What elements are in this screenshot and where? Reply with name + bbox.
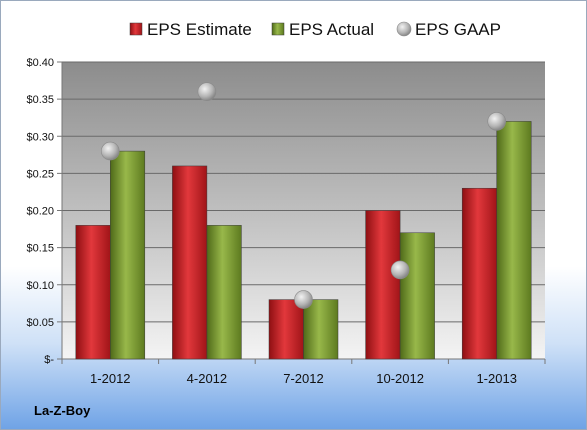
company-name: La-Z-Boy xyxy=(34,403,91,418)
x-axis: 1-2012 4-2012 7-2012 10-2012 1-2013 xyxy=(61,359,546,386)
y-tick-label: $0.25 xyxy=(26,168,54,180)
bar-eps-estimate xyxy=(172,165,208,360)
bar-eps-actual xyxy=(303,299,339,360)
bars xyxy=(75,121,532,360)
legend-swatch-eps-actual xyxy=(271,22,285,36)
marker-eps-gaap xyxy=(101,141,120,161)
x-tick-label: 1-2013 xyxy=(476,371,516,386)
bar-eps-actual xyxy=(399,232,435,360)
y-tick-label: $0.20 xyxy=(26,206,54,218)
bar-eps-actual xyxy=(206,225,242,360)
y-tick-label: $0.35 xyxy=(26,94,54,106)
y-tick-label: $0.05 xyxy=(26,317,54,329)
legend-label-eps-estimate: EPS Estimate xyxy=(147,20,252,39)
x-tick-label: 7-2012 xyxy=(283,371,323,386)
legend-swatch-eps-gaap xyxy=(396,21,412,37)
legend: EPS Estimate EPS Actual EPS GAAP xyxy=(129,20,501,39)
bar-eps-estimate xyxy=(461,187,497,360)
y-tick-label: $0.40 xyxy=(26,57,54,69)
y-tick-label: $- xyxy=(44,354,54,366)
bar-eps-actual xyxy=(110,150,146,360)
y-tick-label: $0.10 xyxy=(26,280,54,292)
x-tick-label: 10-2012 xyxy=(376,371,424,386)
legend-swatch-eps-estimate xyxy=(129,22,143,36)
x-tick-label: 1-2012 xyxy=(90,371,130,386)
bar-eps-estimate xyxy=(365,210,401,360)
bar-eps-estimate xyxy=(75,225,111,360)
x-tick-label: 4-2012 xyxy=(187,371,227,386)
marker-eps-gaap xyxy=(390,260,410,280)
marker-eps-gaap xyxy=(197,82,217,101)
bar-eps-estimate xyxy=(268,299,304,360)
bar-eps-actual xyxy=(496,121,532,360)
legend-label-eps-gaap: EPS GAAP xyxy=(415,20,501,39)
gaap-markers xyxy=(101,82,507,309)
y-tick-label: $0.15 xyxy=(26,243,54,255)
y-tick-label: $0.30 xyxy=(26,131,54,143)
marker-eps-gaap xyxy=(294,290,313,309)
marker-eps-gaap xyxy=(487,112,507,131)
legend-label-eps-actual: EPS Actual xyxy=(289,20,374,39)
